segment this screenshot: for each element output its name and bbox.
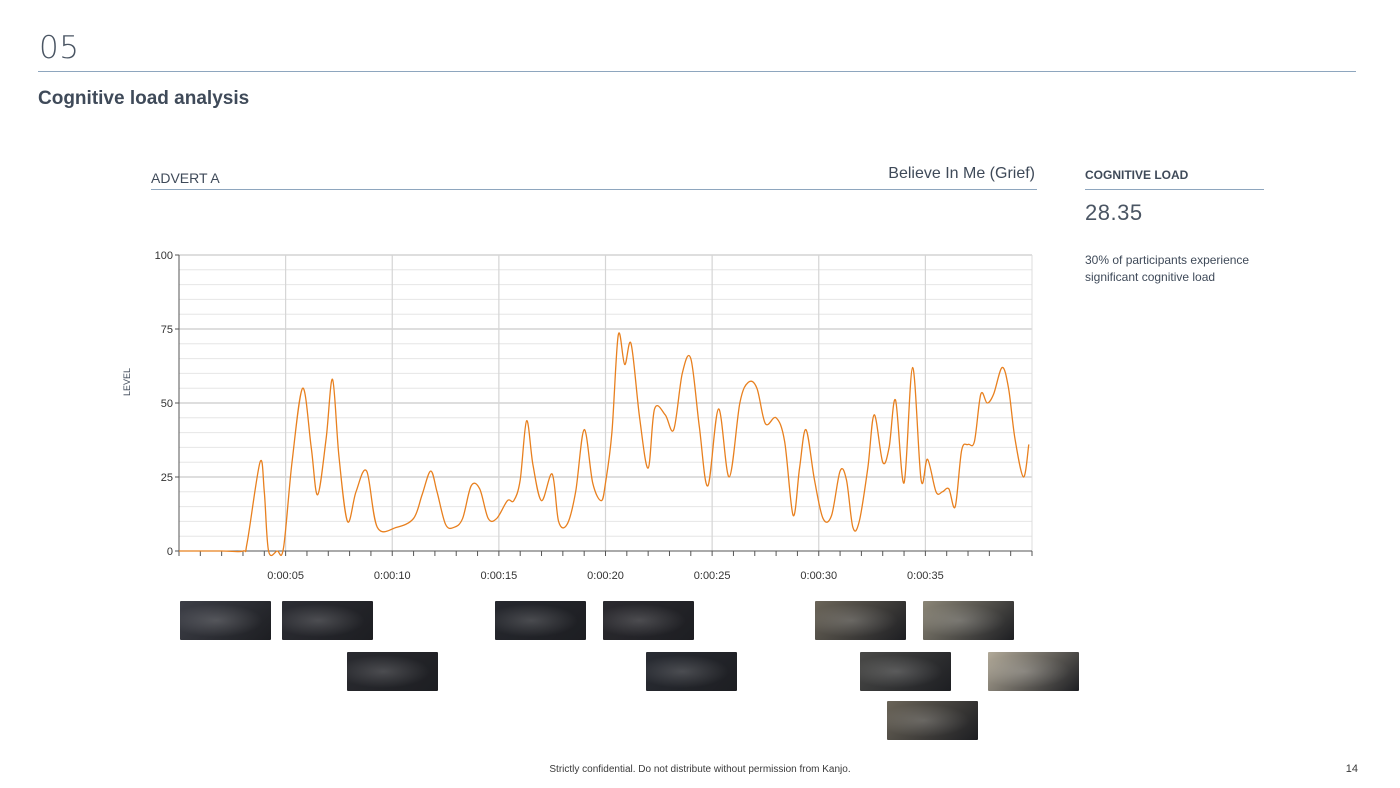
y-tick-label: 75 [161, 324, 173, 336]
advert-name: Believe In Me (Grief) [888, 165, 1035, 182]
metric-divider [1085, 189, 1264, 190]
thumb-3 [347, 652, 438, 691]
thumb-7 [815, 601, 906, 640]
x-tick-label: 0:00:35 [907, 570, 944, 582]
thumb-4 [495, 601, 586, 640]
footer-disclaimer: Strictly confidential. Do not distribute… [549, 764, 851, 775]
page-number: 14 [1345, 763, 1358, 775]
chart-header-divider [151, 189, 1037, 190]
thumb-10 [923, 601, 1014, 640]
thumb-8 [860, 652, 951, 691]
cognitive-load-series-line [179, 332, 1030, 557]
thumb-9 [887, 701, 978, 740]
x-tick-label: 0:00:30 [800, 570, 837, 582]
metric-note: 30% of participants experience significa… [1085, 253, 1250, 284]
thumb-2 [282, 601, 373, 640]
x-tick-label: 0:00:25 [694, 570, 731, 582]
metric-label: COGNITIVE LOAD [1085, 168, 1189, 182]
y-tick-label: 0 [167, 546, 173, 558]
x-tick-label: 0:00:10 [374, 570, 411, 582]
thumb-11 [988, 652, 1079, 691]
section-number: 05 [39, 30, 80, 66]
y-tick-label: 100 [155, 250, 173, 262]
x-tick-label: 0:00:15 [481, 570, 518, 582]
x-tick-label: 0:00:05 [267, 570, 304, 582]
metric-value: 28.35 [1085, 200, 1143, 225]
cognitive-load-chart: 0 25 50 75 100 0:00:05 0:00:10 0:00:15 0:00:20 0:… [155, 250, 1033, 582]
thumb-1 [180, 601, 271, 640]
thumb-5 [603, 601, 694, 640]
y-tick-label: 50 [161, 398, 173, 410]
page-title: Cognitive load analysis [38, 88, 250, 109]
header-divider [38, 71, 1356, 72]
y-tick-label: 25 [161, 472, 173, 484]
thumb-6 [646, 652, 737, 691]
y-axis-label: LEVEL [122, 367, 132, 396]
advert-label: ADVERT A [151, 170, 220, 186]
x-tick-label: 0:00:20 [587, 570, 624, 582]
